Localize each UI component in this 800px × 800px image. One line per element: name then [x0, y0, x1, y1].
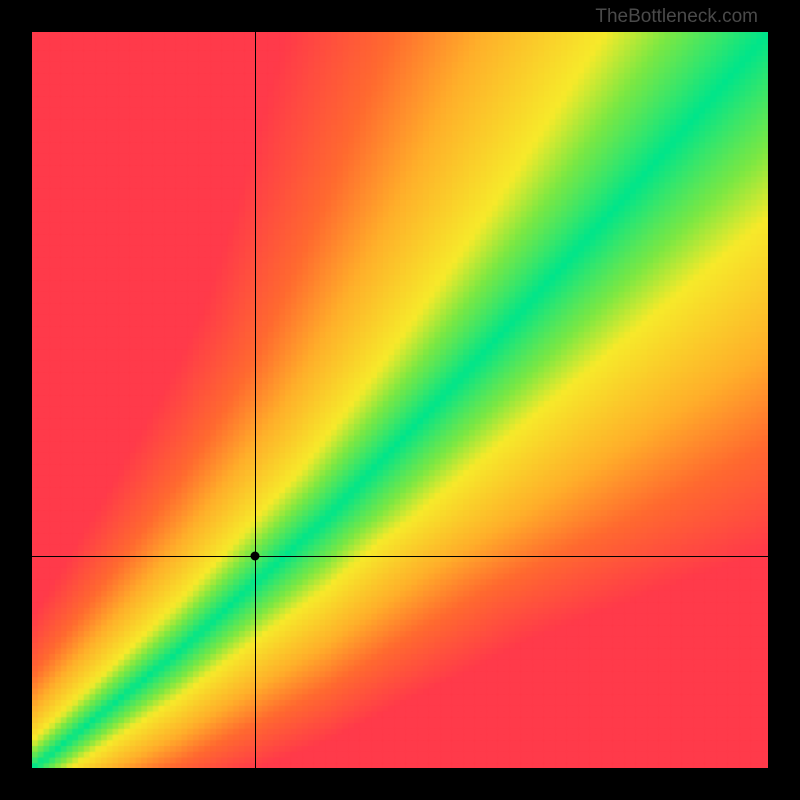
heatmap-canvas — [32, 32, 768, 768]
watermark-text: TheBottleneck.com — [595, 6, 758, 28]
crosshair-horizontal — [32, 556, 768, 557]
crosshair-vertical — [255, 32, 256, 768]
bottleneck-heatmap — [32, 32, 768, 768]
crosshair-marker — [251, 552, 260, 561]
